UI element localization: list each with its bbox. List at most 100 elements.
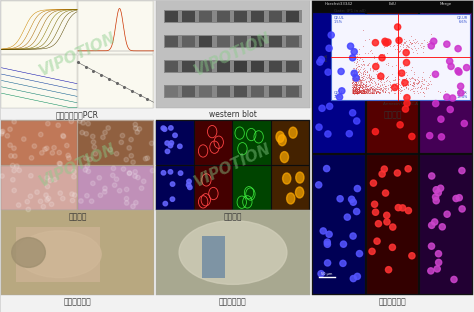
Point (90, 68, 97, 73)
Point (354, 88, 362, 93)
Text: 细胞活力检测: 细胞活力检测 (379, 297, 406, 306)
Bar (272, 165, 310, 209)
Point (370, 87, 378, 92)
Circle shape (61, 196, 65, 201)
Point (366, 86, 374, 91)
Point (420, 77, 428, 82)
Circle shape (86, 121, 91, 126)
Circle shape (457, 83, 464, 89)
Text: Q2-UL
1.5%: Q2-UL 1.5% (333, 15, 344, 24)
Circle shape (354, 185, 361, 192)
Point (349, 85, 357, 90)
Circle shape (392, 84, 398, 90)
Point (360, 65, 368, 70)
Point (350, 88, 357, 93)
Point (370, 91, 378, 96)
Circle shape (438, 116, 444, 122)
Point (373, 90, 380, 95)
Point (362, 51, 369, 56)
Point (354, 78, 361, 83)
Point (425, 74, 433, 79)
Point (351, 75, 358, 80)
Point (359, 88, 367, 93)
Point (425, 38, 433, 43)
Point (381, 87, 388, 92)
Bar (234, 120, 271, 164)
Point (358, 83, 365, 88)
Point (399, 70, 406, 75)
Point (359, 78, 367, 83)
Point (410, 72, 418, 77)
Point (377, 83, 384, 88)
Circle shape (67, 156, 71, 160)
Point (419, 89, 427, 94)
Point (356, 70, 364, 75)
Circle shape (86, 169, 91, 173)
Point (381, 85, 389, 90)
Point (349, 90, 357, 95)
Point (351, 88, 358, 93)
Point (355, 78, 362, 83)
Point (358, 57, 366, 62)
Text: Hoechst33342: Hoechst33342 (325, 2, 353, 6)
Point (351, 81, 358, 86)
Circle shape (15, 164, 19, 168)
Point (420, 94, 428, 99)
Point (350, 89, 357, 94)
Point (351, 89, 359, 94)
Point (361, 86, 368, 91)
Point (385, 90, 392, 95)
Point (374, 84, 381, 89)
Point (350, 78, 358, 83)
Point (357, 85, 365, 90)
Point (407, 76, 415, 81)
Circle shape (89, 199, 94, 203)
Bar (1, 165, 77, 209)
Point (355, 88, 363, 93)
Point (369, 68, 377, 73)
Point (414, 75, 422, 80)
Circle shape (52, 145, 56, 150)
Point (364, 84, 371, 89)
Point (416, 80, 423, 85)
Circle shape (84, 132, 89, 136)
Point (356, 88, 364, 93)
Point (422, 86, 430, 91)
Point (375, 87, 383, 92)
Circle shape (83, 156, 88, 160)
Circle shape (124, 196, 129, 201)
Circle shape (137, 127, 142, 131)
Point (359, 76, 367, 81)
Point (418, 85, 426, 90)
Point (381, 84, 389, 89)
Circle shape (5, 134, 9, 138)
Point (348, 47, 356, 52)
Bar (367, 154, 419, 294)
Point (354, 86, 361, 91)
Circle shape (10, 163, 15, 168)
Circle shape (56, 123, 61, 128)
Point (355, 91, 362, 96)
Point (358, 78, 366, 83)
Ellipse shape (283, 173, 291, 184)
Point (374, 75, 382, 80)
Point (381, 37, 388, 42)
Point (373, 68, 381, 73)
Point (357, 72, 365, 77)
Point (405, 76, 413, 80)
Point (410, 85, 417, 90)
Point (349, 90, 357, 95)
Point (354, 91, 361, 96)
Circle shape (106, 126, 110, 130)
Point (394, 44, 401, 49)
Point (413, 76, 421, 81)
Bar (182, 11, 195, 22)
Circle shape (324, 241, 330, 247)
Point (367, 85, 375, 90)
Point (374, 84, 381, 89)
Point (356, 68, 363, 73)
Bar (313, 154, 365, 294)
Ellipse shape (289, 127, 297, 138)
Point (355, 87, 362, 92)
Point (411, 45, 419, 50)
